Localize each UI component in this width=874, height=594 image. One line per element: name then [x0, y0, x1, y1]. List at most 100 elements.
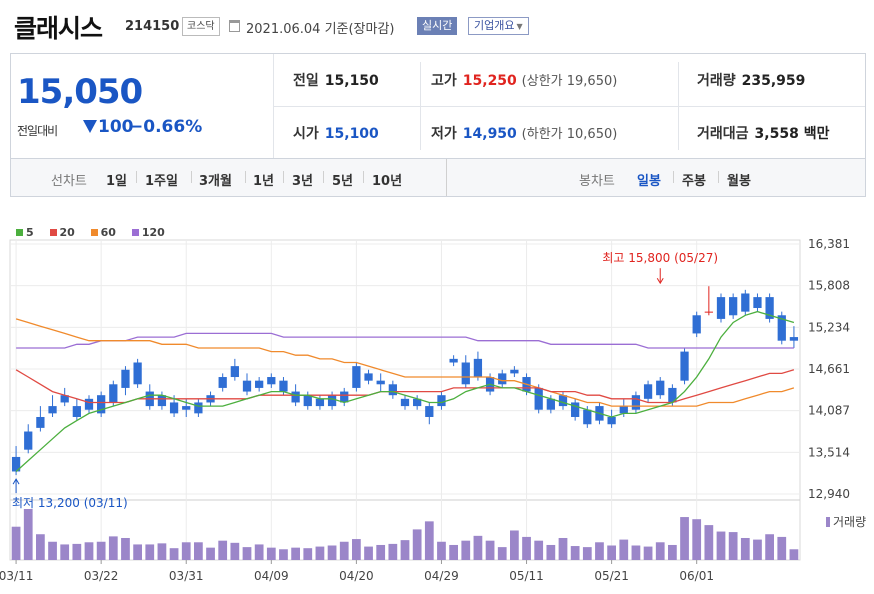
price-change: 100 — [83, 117, 134, 137]
candle-monthly[interactable]: 월봉 — [727, 174, 751, 189]
volume-bar — [339, 541, 349, 560]
period-1d[interactable]: 1일 — [106, 174, 128, 189]
candle-body — [607, 416, 616, 425]
y-tick-label: 15,808 — [808, 279, 850, 293]
volume-label: 거래량 — [697, 73, 736, 89]
period-group-separator — [446, 159, 447, 196]
realtime-button[interactable]: 실시간 — [417, 17, 458, 35]
volume-bar — [242, 547, 252, 560]
legend-ma20-label: 20 — [59, 226, 75, 239]
current-price: 15,050 — [17, 72, 143, 112]
moving-averages — [15, 310, 795, 472]
candle-body — [48, 406, 57, 414]
candle-body — [498, 373, 507, 385]
price-change-value: 100 — [98, 117, 134, 137]
period-separator — [363, 171, 364, 183]
chevron-down-icon: ▼ — [516, 22, 523, 31]
volume-bar — [424, 521, 434, 560]
low-price-label: 저가 — [431, 126, 457, 142]
volume-bar — [449, 544, 458, 560]
volume-bar — [206, 547, 215, 560]
legend-ma60-label: 60 — [100, 226, 116, 239]
stock-header: 클래시스 214150 코스닥 2021.06.04 기준(장마감) 실시간 기… — [0, 0, 874, 44]
ma-legend: 5 20 60 120 — [16, 226, 177, 239]
candle-body — [631, 395, 641, 410]
candle-weekly[interactable]: 주봉 — [682, 174, 706, 189]
candle-body — [546, 398, 555, 410]
candle-body — [218, 377, 227, 388]
legend-ma5-label: 5 — [26, 226, 34, 239]
volume-bar — [680, 517, 689, 560]
volume-bar — [364, 546, 373, 560]
x-tick-label: 04/29 — [424, 569, 459, 583]
volume-bar — [692, 519, 702, 560]
candle-body — [230, 366, 239, 378]
period-1y[interactable]: 1년 — [253, 174, 275, 189]
candle-body — [534, 387, 543, 410]
period-3y[interactable]: 3년 — [292, 174, 314, 189]
volume-bar — [728, 532, 738, 560]
period-selector: 선차트 1일 1주일 3개월 1년 3년 5년 10년 봉차트 일봉 주봉 월봉 — [10, 159, 866, 197]
candle-body — [267, 377, 276, 385]
price-box: 15,050 전일대비 100 −0.66% — [11, 54, 274, 158]
candle-body — [242, 380, 252, 392]
volume-bar — [145, 544, 155, 560]
chart-grid — [9, 239, 801, 564]
volume-bar — [655, 542, 665, 560]
candle-body — [449, 358, 458, 363]
volume-bar — [327, 545, 337, 560]
volume-bar — [72, 543, 82, 560]
volume-bar — [485, 540, 495, 560]
candle-body — [437, 395, 446, 407]
volume-bar — [133, 544, 142, 560]
candle-body — [72, 406, 81, 417]
period-separator — [136, 171, 137, 183]
market-badge: 코스닥 — [182, 17, 220, 36]
volume-bar — [740, 537, 750, 560]
y-tick-label: 14,661 — [808, 362, 850, 376]
volume-bar — [643, 546, 653, 560]
annotations: 최고 15,800 (05/27) 최저 13,200 (03/11) — [12, 251, 718, 510]
candle-body — [413, 398, 422, 407]
company-overview-dropdown[interactable]: 기업개요 ▼ — [468, 17, 529, 35]
open-price-value: 15,100 — [324, 126, 379, 142]
x-tick-label: 04/09 — [254, 569, 289, 583]
period-5y[interactable]: 5년 — [332, 174, 354, 189]
y-tick-label: 16,381 — [808, 237, 850, 251]
upper-limit: (상한가 19,650) — [521, 74, 618, 89]
volume-bar — [352, 539, 361, 560]
period-3m[interactable]: 3개월 — [199, 174, 232, 189]
period-10y[interactable]: 10년 — [372, 174, 403, 189]
volume-bar — [510, 530, 519, 560]
candle-body — [619, 406, 628, 414]
volume-bar — [716, 531, 726, 560]
x-tick-label: 03/31 — [169, 569, 204, 583]
candle-body — [60, 395, 69, 403]
volume-bar — [254, 544, 264, 560]
volume-bar — [595, 542, 604, 560]
volume-bar — [121, 537, 130, 560]
candle-body — [668, 387, 677, 403]
high-price-label: 고가 — [431, 73, 457, 89]
volume-bar — [607, 545, 616, 560]
volume-bar — [48, 541, 57, 560]
candle-body — [97, 395, 106, 414]
volume-bar — [631, 545, 641, 560]
candle-body — [182, 406, 191, 410]
candle-body — [11, 456, 21, 472]
volume-bar — [279, 549, 288, 560]
period-1w[interactable]: 1주일 — [145, 174, 178, 189]
volume-bar — [303, 548, 313, 560]
volume-bar — [84, 542, 94, 560]
candle-chart-label: 봉차트 — [579, 174, 615, 189]
volume-bar — [376, 544, 386, 560]
period-separator — [323, 171, 324, 183]
period-separator — [245, 171, 246, 183]
volume-bar — [315, 546, 325, 560]
candle-body — [255, 380, 264, 388]
volume-bar — [291, 547, 300, 560]
quote-column-divider — [420, 62, 421, 150]
period-separator — [673, 171, 674, 183]
candle-daily[interactable]: 일봉 — [637, 174, 661, 189]
